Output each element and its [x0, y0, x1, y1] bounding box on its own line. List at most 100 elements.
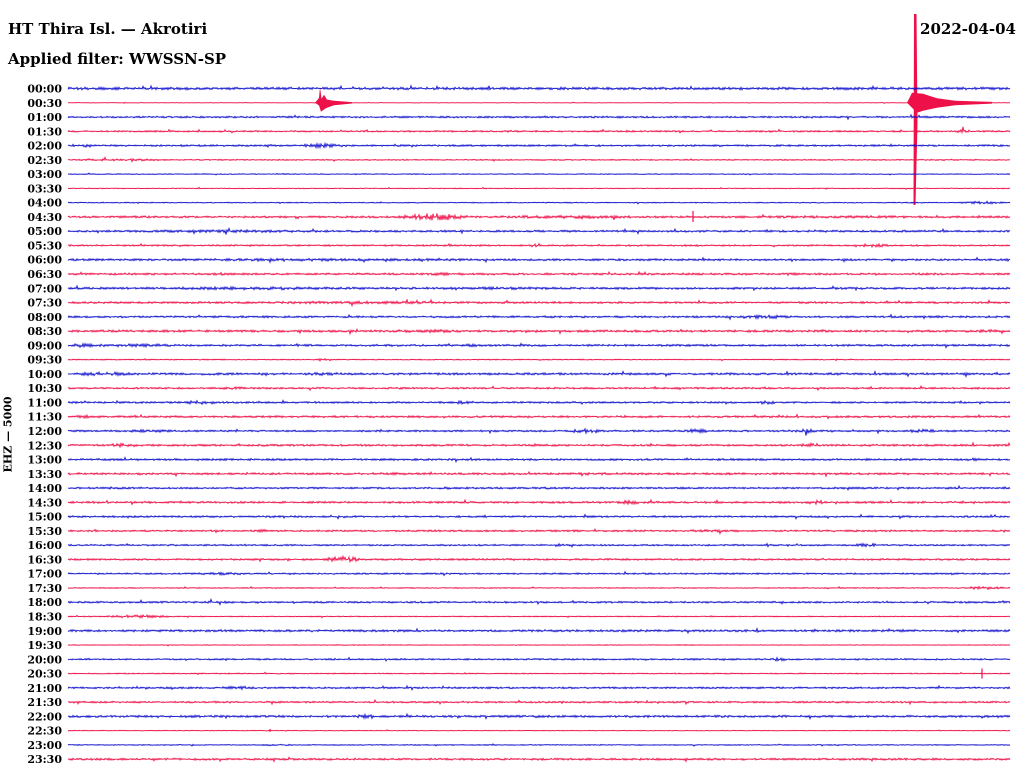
trace-row [67, 542, 1011, 548]
trace-row [67, 342, 1011, 350]
time-label: 05:30 [27, 239, 62, 252]
trace-row [67, 597, 1011, 606]
time-label: 04:00 [27, 197, 62, 210]
trace-row [67, 126, 1011, 135]
trace-row [67, 298, 1011, 308]
trace-row [67, 470, 1011, 478]
trace-row [67, 156, 1011, 163]
trace-row [67, 585, 1011, 591]
trace-row [67, 743, 1011, 747]
trace-row [67, 427, 1011, 436]
time-label: 14:00 [27, 482, 62, 495]
trace-row [67, 242, 1011, 249]
time-label: 03:00 [27, 168, 62, 181]
trace-row [67, 226, 1011, 236]
quake-event [315, 86, 352, 112]
time-label: 19:30 [27, 639, 62, 652]
trace-row [67, 698, 1011, 706]
trace-row [67, 84, 1011, 91]
date-label: 2022-04-04 [920, 20, 1016, 38]
trace-row [67, 256, 1011, 264]
trace-row [67, 441, 1011, 449]
time-label: 03:30 [27, 182, 62, 195]
time-label: 00:00 [27, 83, 62, 96]
time-label: 20:30 [27, 668, 62, 681]
trace-row [67, 413, 1011, 420]
time-label: 02:30 [27, 154, 62, 167]
time-label: 21:00 [27, 682, 62, 695]
time-label: 16:30 [27, 553, 62, 566]
time-label: 10:30 [27, 382, 62, 395]
trace-row [67, 484, 1011, 491]
filter-label: Applied filter: WWSSN-SP [8, 50, 227, 68]
trace-row [67, 113, 1011, 121]
time-label: 19:00 [27, 625, 62, 638]
trace-row [67, 554, 1011, 564]
time-label: 09:00 [27, 339, 62, 352]
time-label: 04:30 [27, 211, 62, 224]
trace-row [67, 399, 1011, 406]
time-label: 17:00 [27, 568, 62, 581]
trace-row [67, 627, 1011, 635]
time-label: 11:30 [27, 411, 62, 424]
time-label: 15:30 [27, 525, 62, 538]
time-label: 23:30 [27, 753, 62, 766]
time-label: 06:00 [27, 254, 62, 267]
trace-row [67, 513, 1011, 520]
trace-row [67, 370, 1011, 379]
time-label: 01:30 [27, 125, 62, 138]
trace-row [67, 613, 1011, 619]
time-label: 13:30 [27, 468, 62, 481]
time-label: 17:30 [27, 582, 62, 595]
trace-row [67, 756, 1011, 763]
time-label: 05:00 [27, 225, 62, 238]
trace-row [67, 327, 1011, 336]
trace-row [67, 141, 1011, 150]
trace-row [67, 172, 1011, 176]
time-label: 18:00 [27, 596, 62, 609]
trace-row [67, 384, 1011, 392]
trace-row [67, 456, 1011, 463]
time-label: 16:00 [27, 539, 62, 552]
trace-row [67, 729, 1011, 732]
time-label: 12:30 [27, 439, 62, 452]
trace-row [67, 200, 1011, 205]
time-label: 07:00 [27, 282, 62, 295]
trace-row [67, 712, 1011, 721]
time-label: 13:00 [27, 454, 62, 467]
time-label: 15:00 [27, 511, 62, 524]
time-label: 20:00 [27, 653, 62, 666]
trace-row [67, 643, 1011, 647]
trace-row [67, 656, 1011, 662]
time-label: 10:00 [27, 368, 62, 381]
time-label: 14:30 [27, 496, 62, 509]
time-label: 01:00 [27, 111, 62, 124]
time-label: 09:30 [27, 354, 62, 367]
station-title: HT Thira Isl. — Akrotiri [8, 20, 208, 38]
trace-row [67, 186, 1011, 190]
trace-row [67, 284, 1011, 292]
time-label: 22:30 [27, 725, 62, 738]
time-label: 08:30 [27, 325, 62, 338]
trace-row [67, 313, 1011, 321]
time-label: 07:30 [27, 297, 62, 310]
trace-row [67, 101, 1011, 104]
trace-row [67, 570, 1011, 577]
trace-row [67, 684, 1011, 691]
trace-row [67, 357, 1011, 362]
trace-row [67, 212, 1011, 221]
time-label: 00:30 [27, 97, 62, 110]
time-label: 06:30 [27, 268, 62, 281]
time-label: 08:00 [27, 311, 62, 324]
time-label: 22:00 [27, 710, 62, 723]
time-label: 21:30 [27, 696, 62, 709]
trace-row [67, 671, 1011, 676]
time-label: 02:00 [27, 140, 62, 153]
time-label: 11:00 [27, 396, 62, 409]
time-label: 18:30 [27, 610, 62, 623]
trace-row [67, 527, 1011, 535]
time-label: 12:00 [27, 425, 62, 438]
trace-row [67, 270, 1011, 277]
trace-row [67, 498, 1011, 506]
